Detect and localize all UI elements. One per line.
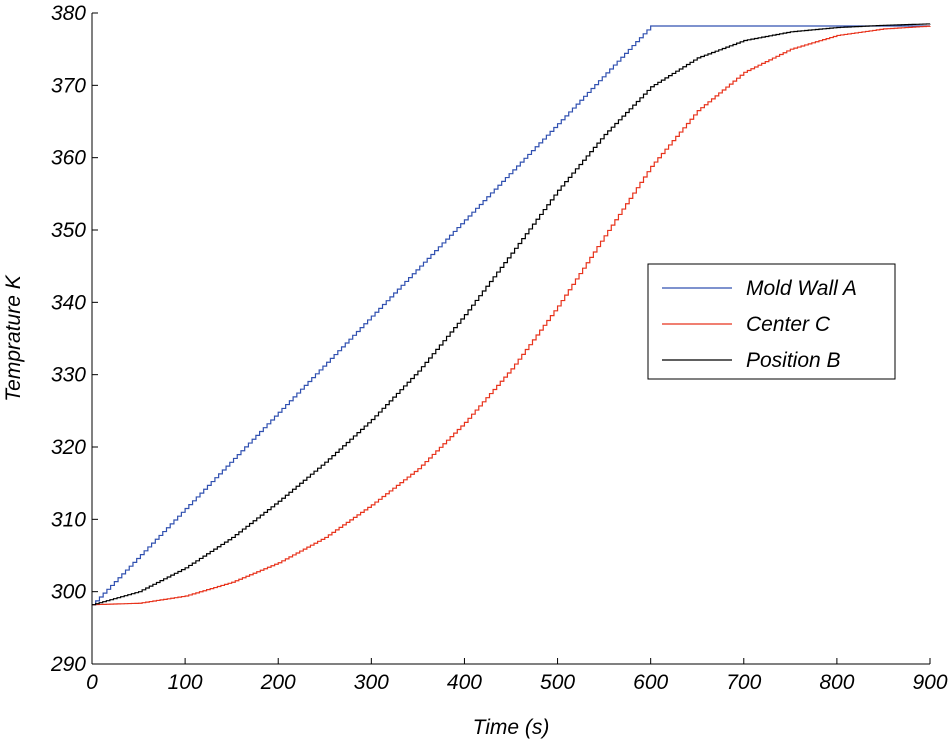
x-tick-label: 400 (447, 671, 482, 694)
y-tick-label: 310 (51, 508, 86, 531)
x-tick-label: 100 (168, 671, 203, 694)
x-tick-label: 700 (726, 671, 761, 694)
legend-label: Center C (746, 313, 831, 336)
series-line-2 (92, 25, 931, 606)
y-tick-label: 380 (51, 2, 86, 25)
y-tick-label: 290 (50, 653, 86, 676)
y-tick-label: 320 (51, 436, 86, 459)
x-tick-label: 800 (819, 671, 854, 694)
x-tick-label: 600 (633, 671, 668, 694)
series-line-1 (92, 25, 930, 606)
y-tick-label: 300 (51, 581, 86, 604)
x-tick-label: 200 (260, 671, 296, 694)
x-tick-label: 0 (86, 671, 98, 694)
series-layer (92, 23, 931, 606)
legend-label: Mold Wall A (746, 277, 857, 300)
legend: Mold Wall A Center C Position B (647, 263, 896, 380)
y-tick-label: 350 (51, 219, 86, 242)
x-axis-title: Time (s) (473, 716, 550, 739)
y-tick-label: 330 (51, 364, 86, 387)
y-tick-label: 340 (51, 291, 86, 314)
y-axis-title: Temprature K (2, 274, 25, 401)
legend-label: Position B (746, 349, 841, 372)
series-line-3 (92, 23, 931, 606)
x-tick-label: 300 (354, 671, 389, 694)
x-tick-label: 900 (912, 671, 947, 694)
x-tick-label: 500 (540, 671, 575, 694)
y-tick-label: 360 (51, 147, 86, 170)
y-tick-label: 370 (51, 74, 86, 97)
axes-layer: 0 100 200 300 400 500 600 700 800 900 290 300 310 320… (50, 2, 948, 694)
